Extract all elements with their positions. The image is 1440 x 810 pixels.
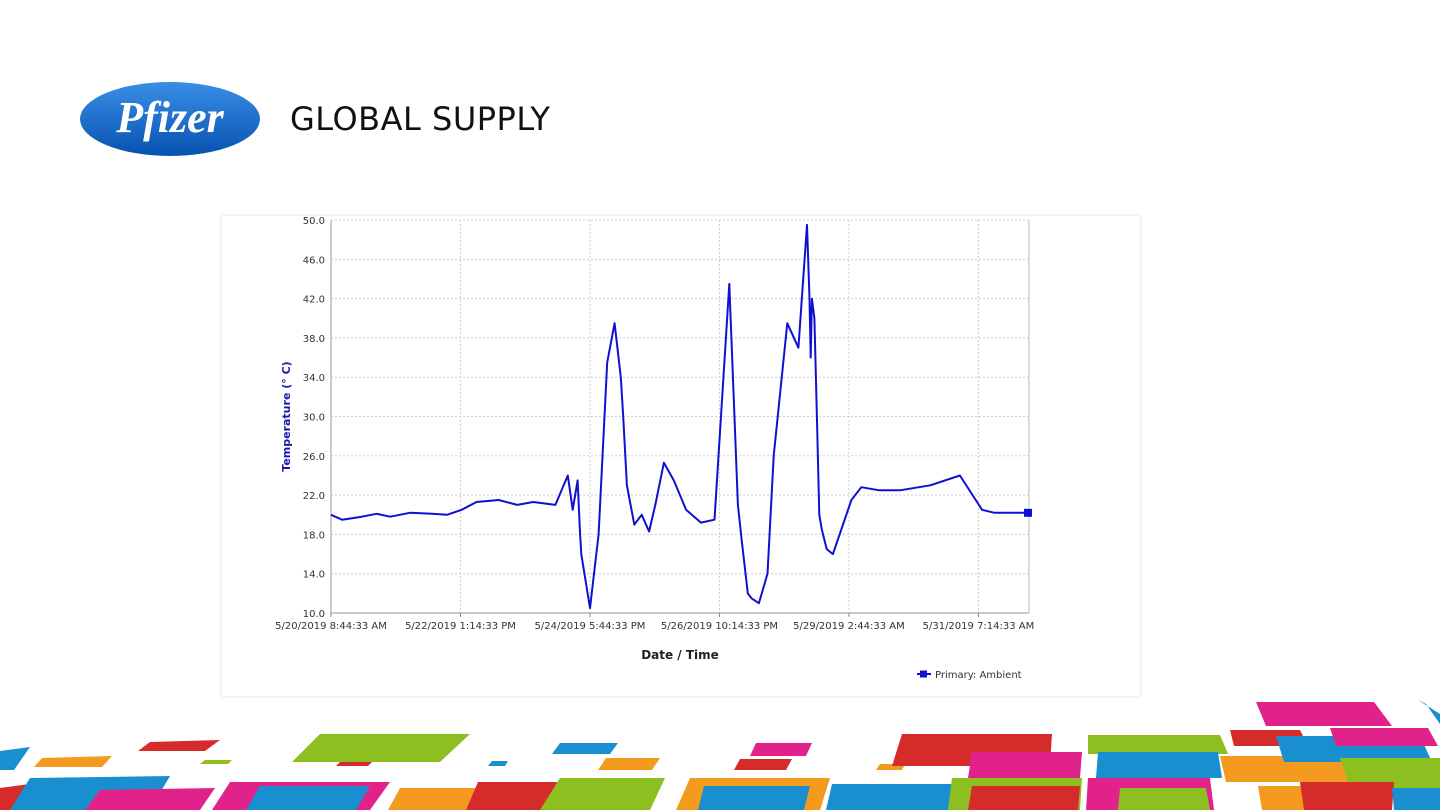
series-end-marker (1023, 508, 1032, 517)
y-tick-label: 42.0 (303, 295, 325, 306)
pfizer-logo: Pfizer (80, 82, 260, 156)
y-tick-label: 38.0 (303, 334, 325, 345)
y-tick-label: 34.0 (303, 373, 325, 384)
logo-oval (80, 82, 260, 156)
series-layer (330, 223, 1032, 610)
labels: 10.0 14.0 18.0 22.0 26.0 30.0 34.0 38.0 42.0 46.0… (275, 216, 1034, 681)
temperature-chart: 10.0 14.0 18.0 22.0 26.0 30.0 34.0 38.0 42.0 46.0… (275, 216, 1034, 681)
x-tick-label: 5/24/2019 5:44:33 PM (535, 621, 646, 632)
y-tick-label: 14.0 (303, 570, 325, 581)
y-tick-label: 46.0 (303, 255, 325, 266)
y-tick-label: 22.0 (303, 491, 325, 502)
series-line (330, 223, 1029, 610)
x-tick-label: 5/29/2019 2:44:33 AM (793, 621, 905, 632)
y-tick-label: 10.0 (303, 609, 325, 620)
page-title: GLOBAL SUPPLY (290, 100, 551, 138)
x-axis-title: Date / Time (641, 648, 719, 662)
y-tick-label: 26.0 (303, 452, 325, 463)
y-tick-label: 18.0 (303, 530, 325, 541)
x-tick-label: 5/20/2019 8:44:33 AM (275, 621, 387, 632)
x-tick-label: 5/22/2019 1:14:33 PM (405, 621, 516, 632)
chart-panel: 10.0 14.0 18.0 22.0 26.0 30.0 34.0 38.0 42.0 46.0… (222, 216, 1140, 696)
logo-text: Pfizer (115, 93, 224, 142)
grid (330, 219, 1029, 614)
y-tick-label: 50.0 (303, 216, 325, 227)
legend-label: Primary: Ambient (935, 670, 1022, 681)
x-tick-label: 5/31/2019 7:14:33 AM (923, 621, 1035, 632)
axes (330, 220, 1030, 617)
y-tick-label: 30.0 (303, 413, 325, 424)
x-tick-label: 5/26/2019 10:14:33 PM (661, 621, 778, 632)
y-axis-title: Temperature (° C) (280, 361, 293, 471)
legend-marker (920, 670, 927, 678)
decorative-footer-mosaic (0, 700, 1440, 810)
